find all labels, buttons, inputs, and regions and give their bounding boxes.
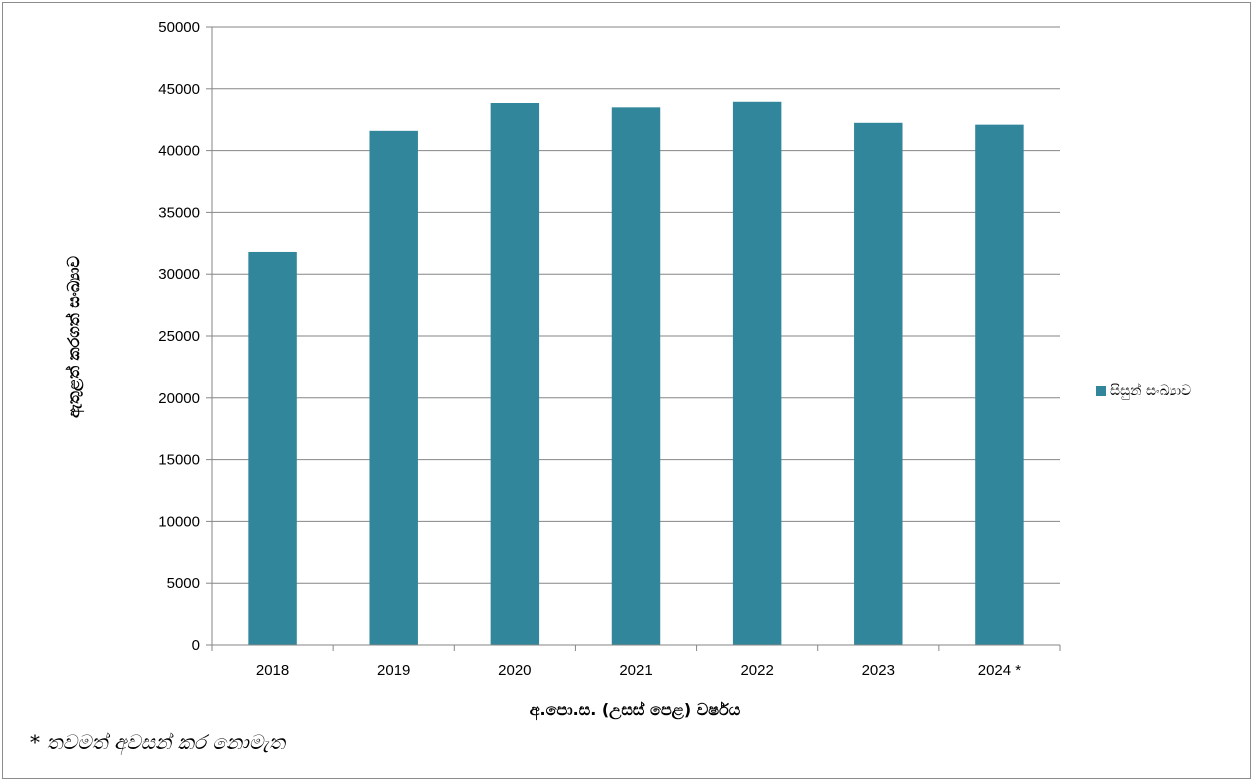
bars — [248, 101, 1024, 646]
y-tick-label: 50000 — [158, 19, 200, 36]
bar — [854, 122, 903, 646]
legend-label: සිසුන් සංඛ්‍යාව — [1110, 383, 1192, 399]
axes — [211, 27, 1061, 651]
x-tick-label: 2022 — [740, 662, 773, 679]
y-tick-label: 45000 — [158, 81, 200, 98]
bar — [975, 124, 1024, 646]
x-tick-label: 2019 — [377, 662, 410, 679]
bar — [248, 251, 297, 645]
footnote: * තවමත් අවසන් කර නොමැත — [30, 730, 285, 754]
y-tick-labels: 0 5000 10000 15000 20000 25000 30000 35000 40000… — [158, 19, 200, 654]
y-tick-label: 25000 — [158, 328, 200, 345]
x-axis-title: අ.පො.ස. (උසස් පෙළ) වර්ෂය — [529, 700, 741, 719]
y-tick-label: 35000 — [158, 204, 200, 221]
y-tick-label: 40000 — [158, 143, 200, 160]
bar — [732, 101, 782, 645]
x-tick-labels: 2018 2019 2020 2021 2022 2023 2024 * — [256, 662, 1021, 679]
x-tick-label: 2018 — [256, 662, 289, 679]
y-tick-label: 5000 — [167, 575, 200, 592]
y-tick-label: 30000 — [158, 266, 200, 283]
x-tick-label: 2024 * — [978, 662, 1022, 679]
y-axis-title-text: ඇතුළත් කරගත් සංඛ්‍යාව — [64, 255, 83, 419]
x-tick-label: 2021 — [619, 662, 652, 679]
x-tick-label: 2020 — [498, 662, 531, 679]
bar — [369, 130, 418, 646]
x-tick-label: 2023 — [862, 662, 895, 679]
bar — [611, 107, 661, 646]
legend-swatch — [1096, 386, 1106, 396]
legend: සිසුන් සංඛ්‍යාව — [1096, 383, 1191, 399]
y-tick-label: 10000 — [158, 513, 200, 530]
y-tick-label: 0 — [192, 637, 200, 654]
bar — [490, 103, 540, 646]
y-tick-label: 15000 — [158, 452, 200, 469]
y-tick-label: 20000 — [158, 390, 200, 407]
